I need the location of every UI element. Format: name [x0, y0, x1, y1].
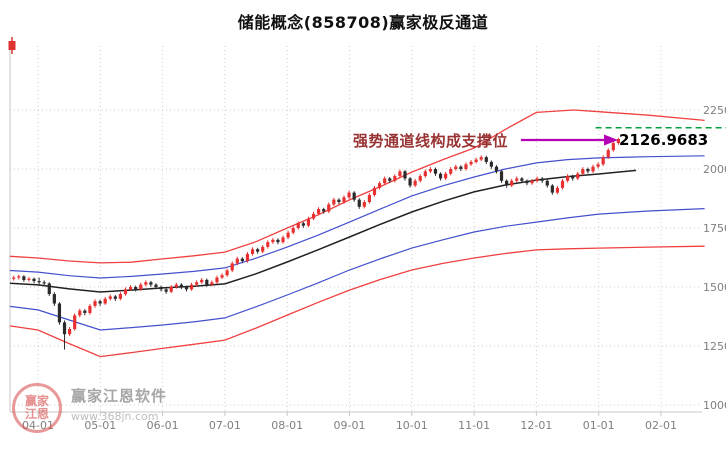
y-tick-label: 2250	[703, 104, 726, 117]
brand-seal-text: 赢家江恩	[24, 394, 49, 421]
candles-layer	[12, 137, 621, 350]
channel-line-lower_outer_red	[9, 245, 705, 358]
support-annotation-label: 强势通道线构成支撑位	[353, 132, 509, 150]
x-tick-label: 10-01	[396, 419, 428, 432]
x-tick-label: 09-01	[334, 419, 366, 432]
channel-line-middle_black	[9, 169, 637, 293]
channel-line-upper_inner_blue	[9, 155, 705, 279]
y-tick-label: 1250	[703, 340, 726, 353]
x-tick-label: 08-01	[271, 419, 303, 432]
x-tick-label: 11-01	[458, 419, 490, 432]
y-tick-label: 1750	[703, 222, 726, 235]
watermark: 赢家江恩 赢家江恩软件 www.368jn.com	[12, 383, 167, 433]
x-tick-label: 07-01	[209, 419, 241, 432]
x-tick-label: 01-01	[583, 419, 615, 432]
y-tick-label: 2000	[703, 163, 726, 176]
latest-price-label: 2126.9683	[619, 131, 709, 149]
watermark-url: www.368jn.com	[71, 410, 159, 423]
channel-line-upper_outer_red	[9, 109, 705, 264]
annotation-arrow	[521, 134, 618, 146]
x-tick-label: 05-01	[84, 419, 116, 432]
grid-layer: 22502000175015001250100004-0105-0106-010…	[9, 46, 726, 432]
y-tick-label: 1500	[703, 281, 726, 294]
channel-line-lower_inner_blue	[9, 208, 705, 331]
x-tick-label: 02-01	[645, 419, 677, 432]
x-tick-label: 12-01	[520, 419, 552, 432]
page-title: 储能概念(858708)赢家极反通道	[237, 13, 489, 32]
watermark-brand: 赢家江恩软件	[71, 387, 168, 405]
x-tick-label: 06-01	[147, 419, 179, 432]
brand-seal-icon: 赢家江恩	[12, 383, 62, 433]
mini-candle-icon	[8, 37, 16, 54]
